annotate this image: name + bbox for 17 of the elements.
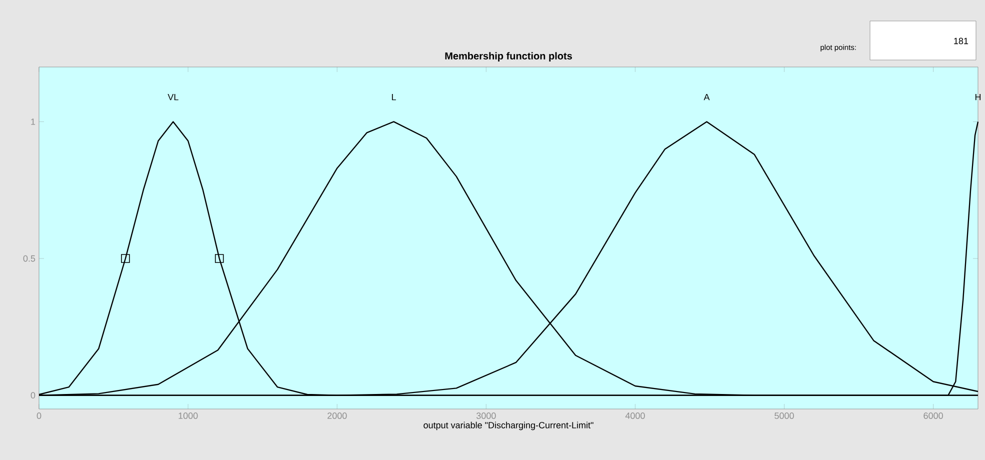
x-tick-label: 4000 (625, 412, 645, 419)
text: VL (168, 94, 178, 100)
x-tick-label: 6000 (924, 412, 943, 419)
text: A (704, 94, 710, 100)
y-tick-label: 0 (30, 392, 36, 398)
chart-title: Membership function plots (445, 52, 572, 62)
y-tick-label: 1 (31, 118, 36, 125)
x-tick-label: 1000 (178, 412, 198, 419)
text: 181 (954, 38, 968, 44)
x-tick-label: 5000 (774, 412, 794, 419)
y-tick-label: 0.5 (23, 255, 36, 262)
x-tick-label: 3000 (476, 412, 496, 419)
text: H (975, 94, 981, 100)
x-tick-label: 2000 (328, 412, 347, 419)
text: L (392, 94, 396, 100)
x-tick-label: 0 (36, 412, 42, 419)
x-axis-title: output variable "Discharging-Current-Limit" (424, 422, 594, 430)
